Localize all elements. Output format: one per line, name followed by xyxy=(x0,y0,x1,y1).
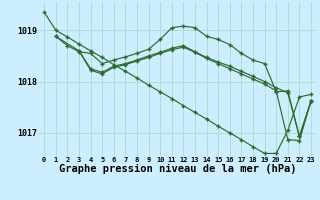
X-axis label: Graphe pression niveau de la mer (hPa): Graphe pression niveau de la mer (hPa) xyxy=(59,164,296,174)
